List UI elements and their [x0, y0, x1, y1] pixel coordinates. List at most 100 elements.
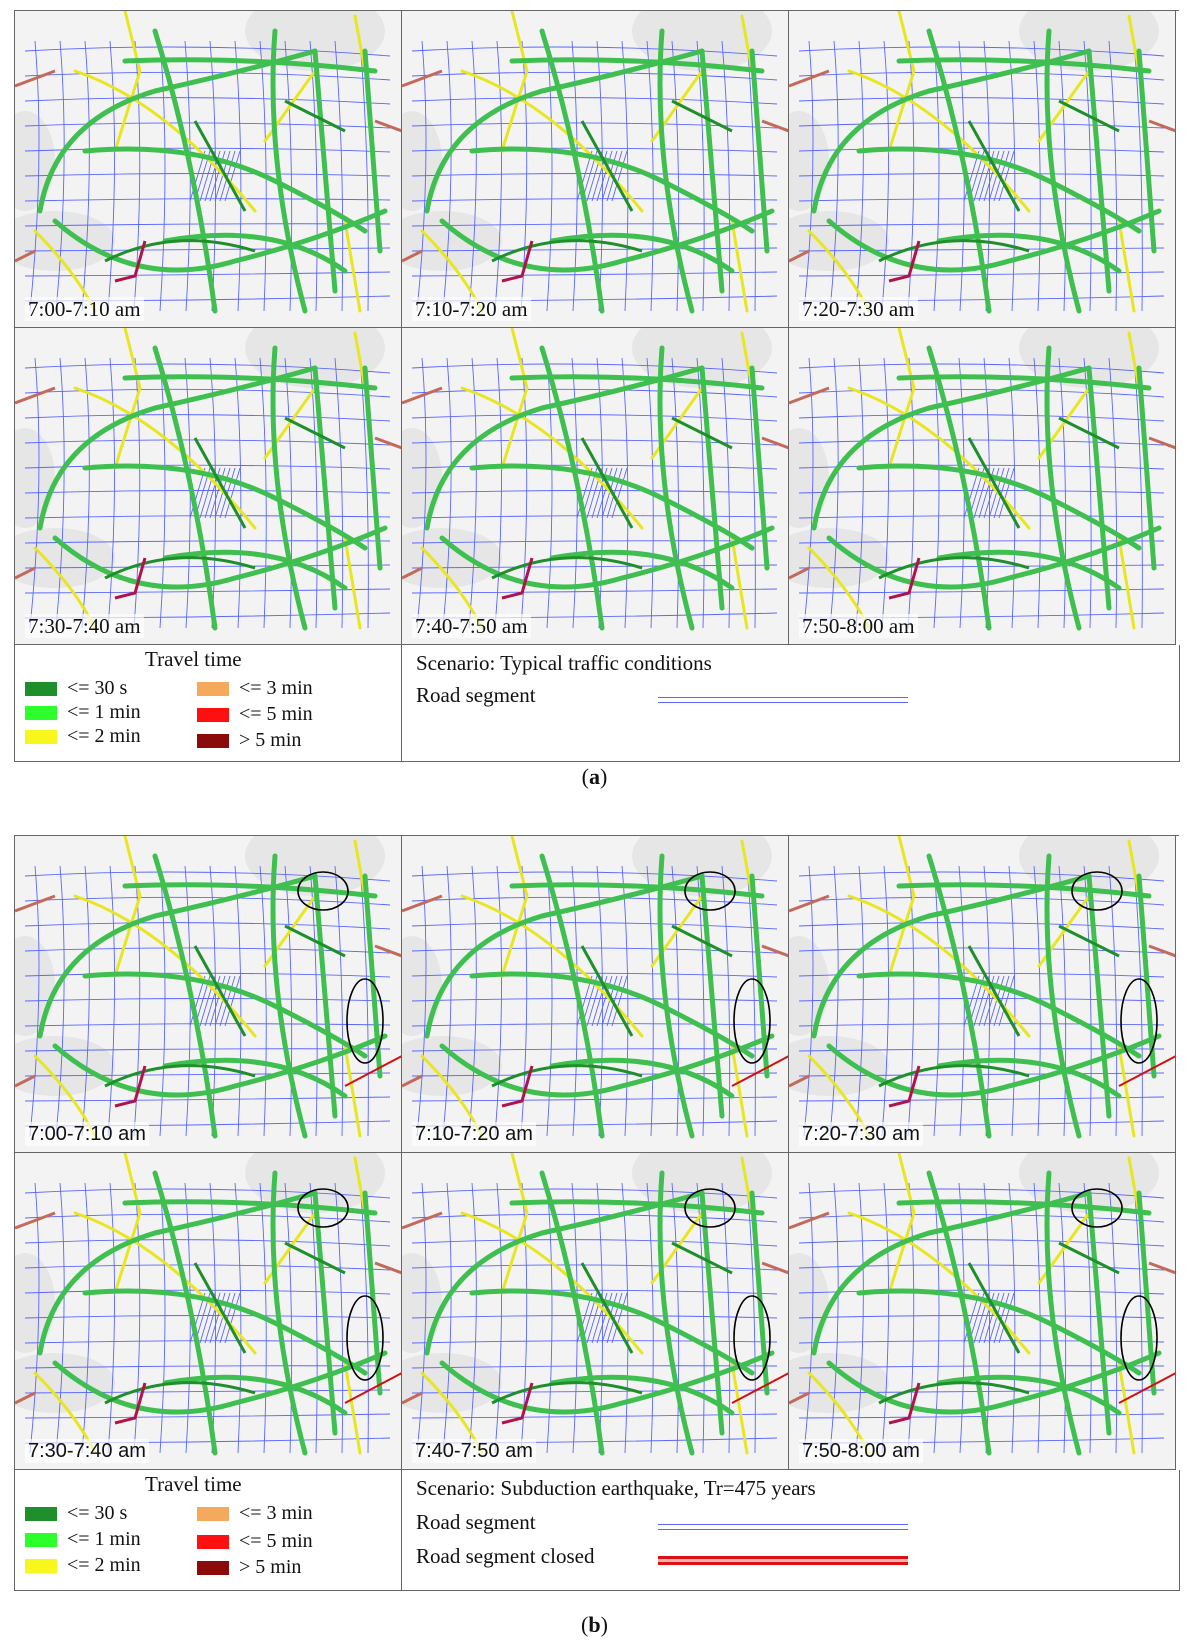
- closed-road-segment: [1118, 1372, 1175, 1404]
- major-roads: [37, 28, 388, 314]
- highlight-circle: [346, 1295, 384, 1381]
- peripheral-roads: [402, 1211, 788, 1405]
- time-label: 7:50-8:00 am: [799, 1439, 923, 1463]
- road-segment-closed-label: Road segment closed: [416, 1544, 595, 1568]
- highlight-circle: [733, 1295, 771, 1381]
- map-panel: 7:20-7:30 am: [789, 11, 1176, 328]
- map-panel: 7:30-7:40 am: [15, 1153, 402, 1470]
- closed-road-segment: [344, 1055, 401, 1087]
- road-segment-label: Road segment: [416, 1510, 536, 1534]
- map-panel: 7:50-8:00 am: [789, 1153, 1176, 1470]
- map-panel: 7:40-7:50 am: [402, 328, 789, 645]
- major-roads: [37, 1170, 388, 1456]
- fast-roads: [104, 1241, 346, 1405]
- scenario-text: Scenario: Typical traffic conditions: [416, 651, 712, 675]
- yellow-roads: [420, 1153, 754, 1455]
- major-roads: [424, 345, 775, 631]
- map-panel: 7:00-7:10 am: [15, 836, 402, 1153]
- road-network-map: [789, 836, 1175, 1139]
- fast-roads: [878, 416, 1120, 580]
- legend-item: <= 1 min: [25, 1528, 141, 1551]
- time-label: 7:50-8:00 am: [799, 614, 918, 638]
- road-segment-swatch: [658, 1524, 908, 1530]
- congested-segment: [501, 1065, 534, 1108]
- legend-item: > 5 min: [197, 729, 301, 752]
- peripheral-roads: [15, 1211, 401, 1405]
- highlight-circle: [733, 978, 771, 1064]
- fast-roads: [104, 924, 346, 1088]
- closed-road-segment: [344, 1372, 401, 1404]
- fast-roads: [104, 416, 346, 580]
- major-roads: [37, 345, 388, 631]
- major-roads: [811, 1170, 1162, 1456]
- highlight-circle: [684, 871, 736, 911]
- travel-time-legend: Travel time <= 30 s <= 1 min <= 2 min <=…: [15, 645, 402, 761]
- legend-swatch: [25, 1558, 57, 1573]
- congested-segment: [501, 557, 534, 600]
- fast-roads: [104, 99, 346, 263]
- legend-swatch: [197, 733, 229, 748]
- fast-roads: [491, 1241, 733, 1405]
- highlight-circle: [297, 1188, 349, 1228]
- congested-segment: [888, 1065, 921, 1108]
- caption-a: (a): [581, 764, 608, 789]
- legend-item: <= 2 min: [25, 725, 141, 748]
- time-label: 7:10-7:20 am: [412, 297, 531, 321]
- congested-segment: [501, 240, 534, 283]
- closed-road-segment: [731, 1055, 788, 1087]
- highlight-circle: [1120, 978, 1158, 1064]
- road-network-map: [15, 836, 401, 1139]
- major-roads: [811, 345, 1162, 631]
- road-network-map: [789, 328, 1175, 631]
- legend-swatch: [197, 707, 229, 722]
- time-label: 7:40-7:50 am: [412, 1439, 536, 1463]
- map-grid-b: 7:00-7:10 am 7:10-7:20 am 7:20-7:30 am 7…: [14, 835, 1179, 1470]
- major-roads: [424, 28, 775, 314]
- major-roads: [424, 1170, 775, 1456]
- major-roads: [811, 853, 1162, 1139]
- time-label: 7:30-7:40 am: [25, 1439, 149, 1463]
- major-roads: [37, 853, 388, 1139]
- road-network-map: [15, 11, 401, 314]
- scenario-text: Scenario: Subduction earthquake, Tr=475 …: [416, 1476, 816, 1500]
- legend-item: <= 30 s: [25, 1502, 127, 1525]
- highlight-circle: [346, 978, 384, 1064]
- time-label: 7:10-7:20 am: [412, 1122, 536, 1146]
- congested-segment: [888, 240, 921, 283]
- congested-segment: [888, 557, 921, 600]
- fast-roads: [878, 924, 1120, 1088]
- road-network-map: [402, 328, 788, 631]
- highlight-circle: [297, 871, 349, 911]
- peripheral-roads: [789, 894, 1175, 1088]
- road-network-map: [789, 1153, 1175, 1456]
- peripheral-roads: [402, 386, 788, 580]
- peripheral-roads: [789, 1211, 1175, 1405]
- legend-title: Travel time: [145, 1472, 242, 1496]
- road-network-map: [15, 1153, 401, 1456]
- time-label: 7:20-7:30 am: [799, 297, 918, 321]
- highlight-circle: [684, 1188, 736, 1228]
- road-network-map: [402, 11, 788, 314]
- road-segment-closed-swatch: [658, 1556, 908, 1565]
- fast-roads: [878, 99, 1120, 263]
- map-panel: 7:40-7:50 am: [402, 1153, 789, 1470]
- road-network-map: [402, 836, 788, 1139]
- peripheral-roads: [15, 69, 401, 263]
- congested-segment: [114, 240, 147, 283]
- major-roads: [811, 28, 1162, 314]
- congested-segment: [114, 1065, 147, 1108]
- fast-roads: [491, 924, 733, 1088]
- scenario-legend: Scenario: Typical traffic conditions Roa…: [402, 645, 1179, 761]
- legend-item: <= 5 min: [197, 703, 313, 726]
- time-label: 7:00-7:10 am: [25, 1122, 149, 1146]
- map-grid-a: 7:00-7:10 am 7:10-7:20 am 7:20-7:30 am 7…: [14, 10, 1179, 645]
- legend-row-b: Travel time <= 30 s <= 1 min <= 2 min <=…: [14, 1470, 1180, 1591]
- map-background: [15, 11, 385, 271]
- congested-segment: [501, 1382, 534, 1425]
- road-segment-label: Road segment: [416, 683, 536, 707]
- time-label: 7:40-7:50 am: [412, 614, 531, 638]
- closed-road-segment: [731, 1372, 788, 1404]
- peripheral-roads: [789, 386, 1175, 580]
- legend-swatch: [25, 1532, 57, 1547]
- peripheral-roads: [15, 386, 401, 580]
